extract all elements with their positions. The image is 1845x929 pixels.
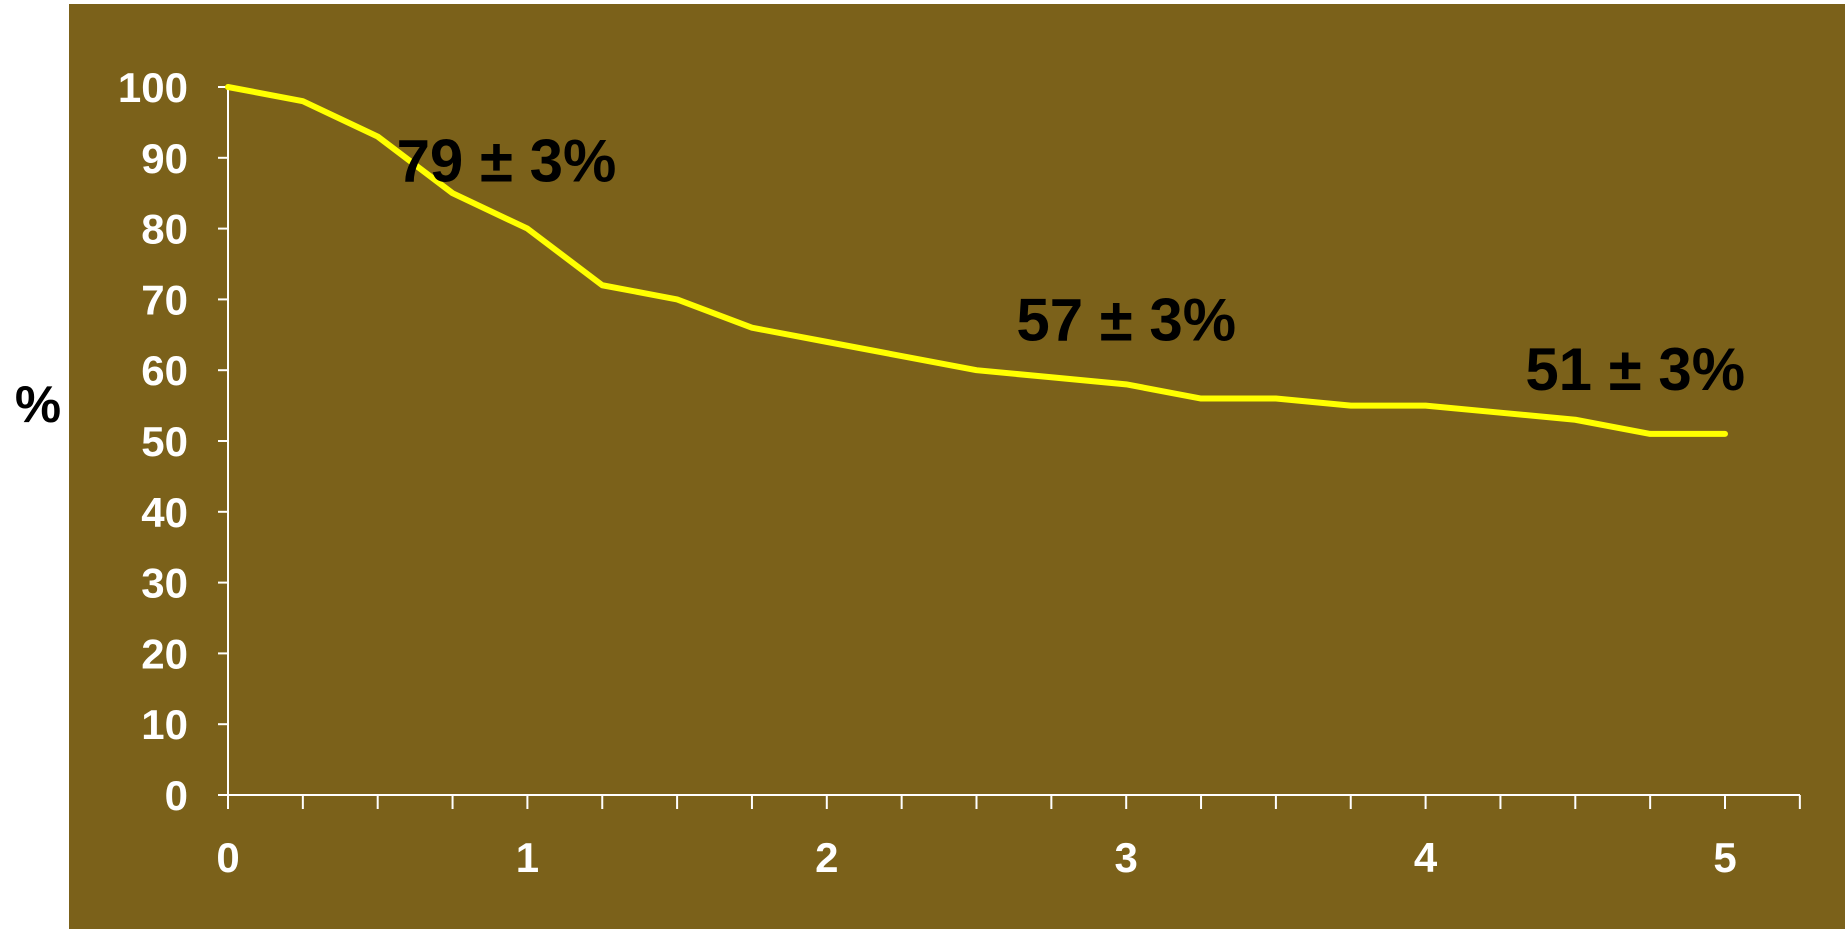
x-tick-label: 2 <box>815 834 838 881</box>
y-tick-label: 40 <box>141 489 188 536</box>
y-tick-label: 30 <box>141 560 188 607</box>
x-tick-label: 0 <box>216 834 239 881</box>
series-line <box>225 84 1728 437</box>
annotation-label: 51 ± 3% <box>1525 336 1745 403</box>
x-tick-label: 4 <box>1414 834 1438 881</box>
y-tick-label: 0 <box>165 772 188 819</box>
y-tick-label: 90 <box>141 135 188 182</box>
x-tick-label: 3 <box>1115 834 1138 881</box>
x-tick-label: 5 <box>1713 834 1736 881</box>
annotation-layer: 79 ± 3% 57 ± 3% 51 ± 3% <box>397 127 1745 403</box>
y-tick-label: 100 <box>118 64 188 111</box>
y-tick-label: 80 <box>141 206 188 253</box>
y-tick-label: 10 <box>141 701 188 748</box>
y-tick-label: 60 <box>141 347 188 394</box>
y-tick-label: 70 <box>141 276 188 323</box>
series-layer <box>225 84 1728 437</box>
annotation-label: 57 ± 3% <box>1016 287 1236 354</box>
x-axis-ticks: 0 1 2 3 4 5 <box>216 795 1801 881</box>
annotation-label: 79 ± 3% <box>397 127 617 194</box>
y-axis-title: % <box>15 376 61 434</box>
y-tick-label: 50 <box>141 418 188 465</box>
y-axis-ticks: 0 10 20 30 40 50 60 70 80 90 100 <box>118 64 228 819</box>
plot-background <box>69 4 1845 929</box>
y-tick-label: 20 <box>141 630 188 677</box>
x-tick-label: 1 <box>516 834 539 881</box>
